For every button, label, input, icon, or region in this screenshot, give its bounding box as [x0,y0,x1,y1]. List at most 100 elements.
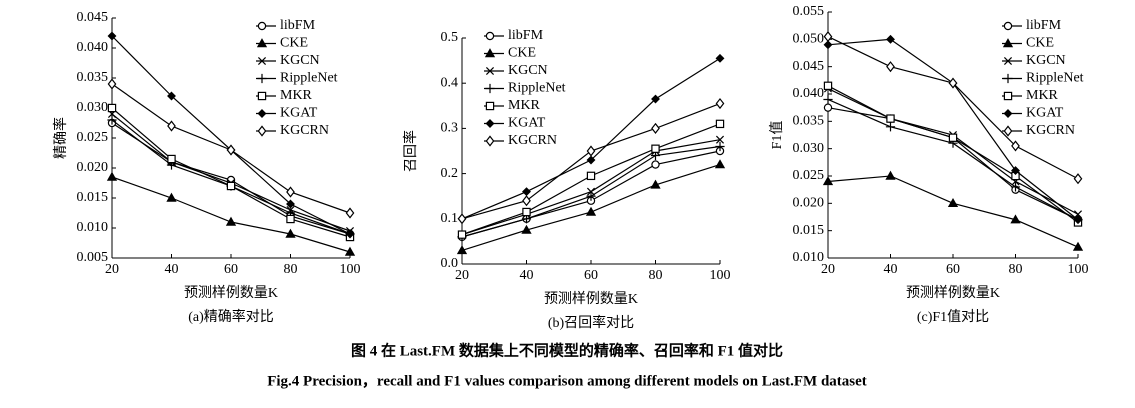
marker [285,228,296,238]
y-tick-label: 0.040 [793,86,825,101]
marker [286,214,295,224]
y-axis-label: 精确率 [52,117,69,159]
marker [1003,125,1013,137]
y-tick-label: 0.055 [793,4,825,19]
marker [485,101,495,111]
x-tick-label: 40 [165,262,179,277]
marker [651,122,660,134]
caption-en: Fig.4 Precision，recall and F1 values com… [267,373,867,389]
y-tick-label: 0.010 [793,250,825,265]
marker [257,91,267,101]
y-tick-label: 0.045 [77,10,109,25]
x-axis-label: 预测样例数量K [184,285,278,301]
y-tick-label: 0.050 [793,32,825,47]
marker [1003,109,1013,118]
marker [522,195,531,207]
legend-label: KGCN [1026,53,1066,68]
subplot-title: (b)召回率对比 [548,314,634,331]
y-tick-label: 0.5 [441,30,459,45]
marker [485,66,495,76]
marker [226,181,236,191]
legend-label: libFM [1026,18,1062,33]
y-tick-label: 0.005 [77,250,109,265]
marker [257,21,267,31]
y-tick-label: 0.025 [77,130,109,145]
marker [106,171,118,181]
legend-label: MKR [1026,88,1059,103]
x-tick-label: 100 [1068,262,1089,277]
marker [344,246,356,256]
marker [521,224,532,234]
marker [522,207,531,217]
legend-label: KGCRN [280,123,329,138]
marker [886,34,895,44]
marker [885,170,896,180]
marker [586,155,596,165]
marker [522,187,531,197]
marker [715,97,725,110]
legend-label: MKR [508,98,541,113]
y-tick-label: 0.4 [441,75,459,90]
marker [1003,73,1013,84]
marker [226,144,236,156]
x-tick-label: 80 [1009,262,1023,277]
x-tick-label: 40 [520,268,534,283]
marker [485,83,495,94]
marker [823,31,833,43]
marker [485,135,495,147]
marker [586,171,596,181]
marker [225,216,237,226]
x-axis-label: 预测样例数量K [906,285,1000,301]
y-tick-label: 0.040 [77,40,109,55]
marker [256,38,268,48]
subplot-title: (c)F1值对比 [917,309,989,325]
marker [1073,215,1083,225]
y-tick-label: 0.020 [77,160,109,175]
y-tick-label: 0.035 [77,70,109,85]
marker [457,230,467,239]
marker [885,122,896,132]
y-tick-label: 0.035 [793,114,825,129]
marker [585,206,597,216]
marker [823,81,833,90]
y-tick-label: 0.030 [793,141,825,156]
marker [823,40,833,50]
legend-label: RippleNet [508,81,566,96]
marker [715,53,725,63]
marker [484,48,496,58]
marker [107,31,117,41]
marker [167,120,176,132]
marker [1002,38,1014,48]
marker [107,115,117,125]
marker [1010,182,1021,192]
marker [257,109,267,118]
marker [823,103,833,112]
y-tick-label: 0.010 [77,220,109,235]
legend-label: KGCN [508,63,548,78]
caption-cn: 图 4 在 Last.FM 数据集上不同模型的精确率、召回率和 F1 值对比 [351,341,783,359]
marker [345,207,355,219]
marker [257,73,267,84]
marker [107,103,117,113]
marker [485,31,495,41]
marker [651,144,660,153]
marker [107,78,117,90]
legend-label: libFM [280,18,316,33]
marker [456,245,468,255]
y-tick-label: 0.0 [441,256,459,271]
marker [457,213,467,225]
legend-label: KGAT [508,116,546,131]
marker [714,159,726,169]
legend-label: CKE [508,46,536,61]
x-tick-label: 20 [105,262,119,277]
marker [1073,210,1083,219]
x-tick-label: 80 [649,268,663,283]
y-tick-label: 0.030 [77,100,109,115]
legend-label: KGCRN [508,133,557,148]
y-tick-label: 0.2 [441,166,459,181]
marker [166,192,177,202]
marker [715,119,725,129]
legend-label: RippleNet [1026,71,1084,86]
marker [651,160,660,169]
